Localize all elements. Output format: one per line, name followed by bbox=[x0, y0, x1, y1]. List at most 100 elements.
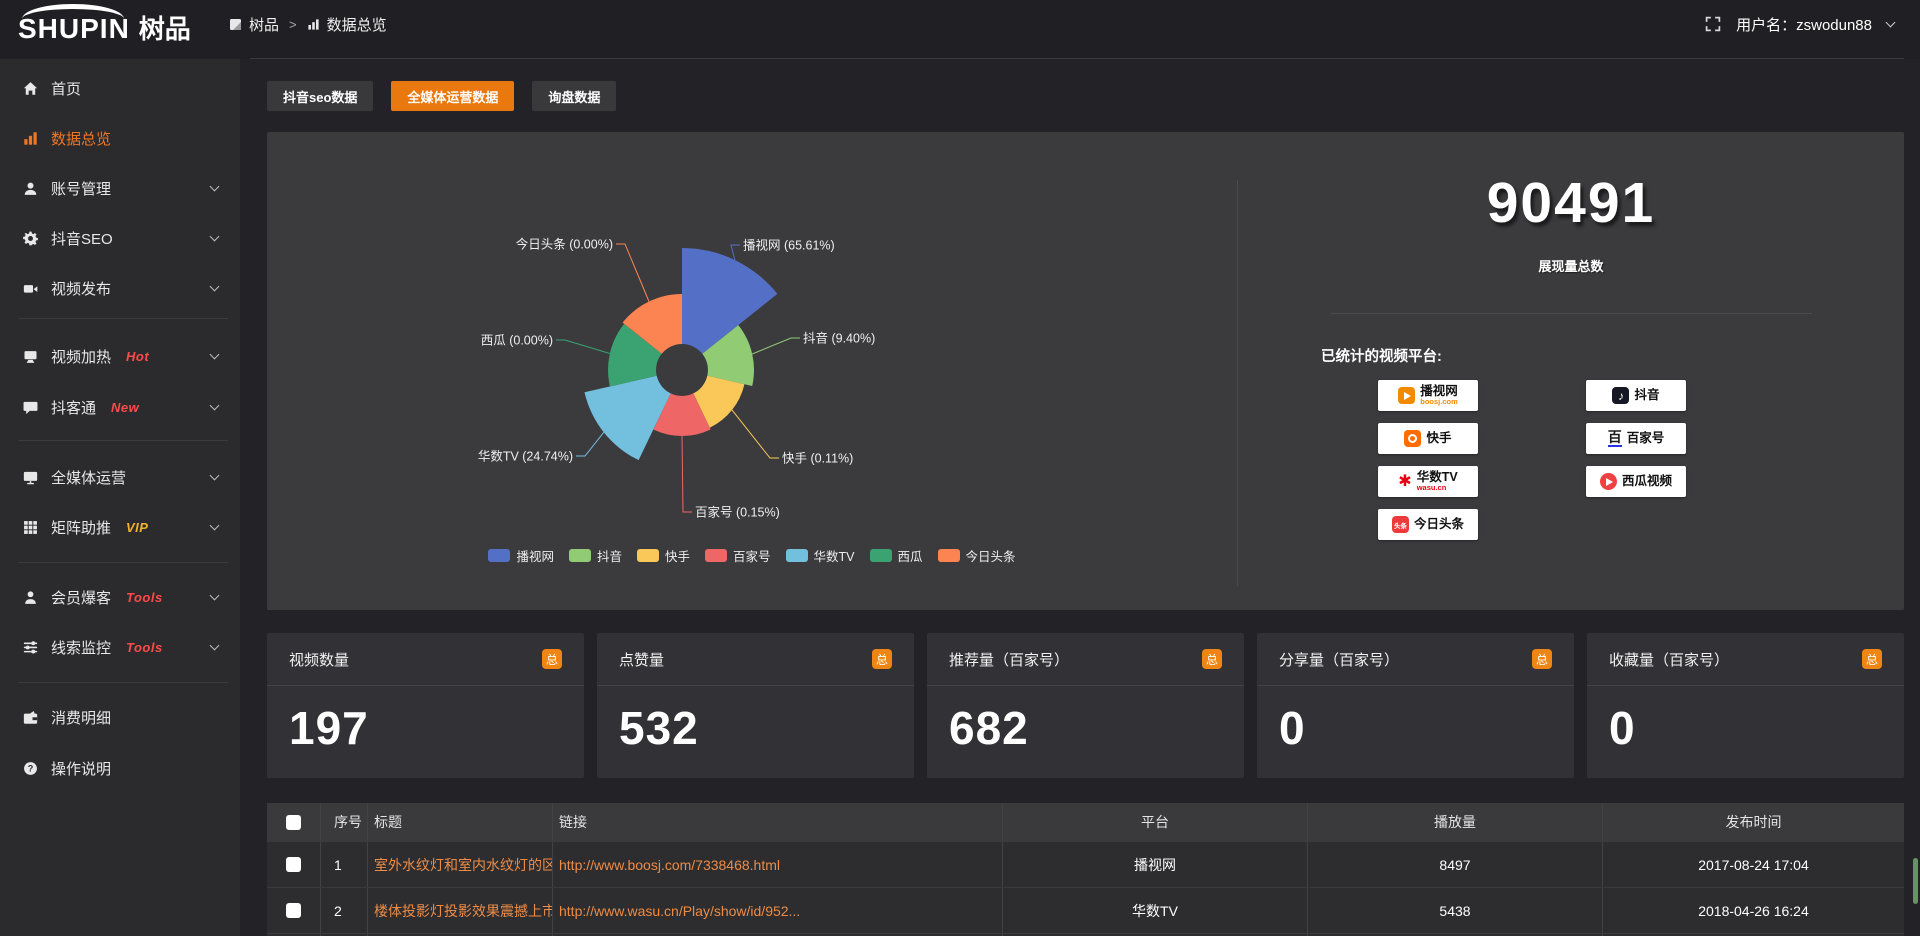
video-title-link[interactable]: 楼体投影灯投影效果震撼上市 bbox=[367, 888, 552, 933]
topbar-divider bbox=[250, 58, 1904, 59]
platform-domain: boosj.com bbox=[1420, 396, 1458, 406]
legend-label: 抖音 bbox=[596, 550, 622, 564]
breadcrumb-root[interactable]: 树品 bbox=[249, 16, 280, 34]
pie-slice-2[interactable] bbox=[693, 375, 745, 428]
sidebar-item-video[interactable]: 视频发布 bbox=[0, 270, 240, 306]
legend-label: 华数TV bbox=[813, 550, 855, 564]
pie-slice-4[interactable] bbox=[584, 375, 671, 461]
sidebar-item-wallet[interactable]: 消费明细 bbox=[0, 699, 240, 735]
legend-item[interactable]: 今日头条 bbox=[937, 546, 1016, 565]
brand-breadcrumb-icon bbox=[229, 18, 242, 31]
total-badge[interactable]: 总 bbox=[1532, 649, 1552, 669]
sidebar-item-label: 抖音SEO bbox=[51, 230, 113, 248]
tab-0[interactable]: 抖音seo数据 bbox=[267, 81, 374, 111]
platform-card-wasu[interactable]: ✱ 华数TV wasu.cn bbox=[1378, 466, 1478, 497]
pie-slice-3[interactable] bbox=[653, 393, 711, 437]
sidebar-item-bar-chart[interactable]: 数据总览 bbox=[0, 120, 240, 156]
legend-label: 今日头条 bbox=[965, 550, 1016, 564]
sidebar-item-monitor[interactable]: 全媒体运营 bbox=[0, 459, 240, 495]
wasu-logo-icon: ✱ bbox=[1398, 472, 1412, 490]
sidebar-item-help[interactable]: ? 操作说明 bbox=[0, 750, 240, 786]
legend-item[interactable]: 播视网 bbox=[488, 546, 554, 565]
legend-item[interactable]: 华数TV bbox=[785, 546, 855, 565]
tab-1[interactable]: 全媒体运营数据 bbox=[391, 81, 515, 111]
total-badge[interactable]: 总 bbox=[542, 649, 562, 669]
fullscreen-icon[interactable] bbox=[1705, 16, 1721, 32]
stat-card-title: 收藏量（百家号） bbox=[1609, 651, 1730, 669]
bar-chart-icon bbox=[24, 131, 37, 145]
kuaishou-logo-icon bbox=[1404, 430, 1422, 447]
baijiahao-logo-icon: 百 bbox=[1607, 429, 1622, 448]
legend-item[interactable]: 抖音 bbox=[568, 546, 622, 565]
platform-card-boosj[interactable]: 播视网 boosj.com bbox=[1378, 380, 1478, 411]
stat-card-header: 点赞量 总 bbox=[597, 633, 914, 686]
table-header-cell: 序号 bbox=[320, 803, 367, 841]
video-url-link[interactable]: http://www.boosj.com/7338468.html bbox=[552, 842, 1002, 887]
sidebar-item-user[interactable]: 账号管理 bbox=[0, 170, 240, 206]
stat-card-3: 分享量（百家号） 总 0 bbox=[1257, 633, 1574, 778]
table-cell: 2018-04-26 16:24 bbox=[1602, 888, 1904, 933]
row-checkbox[interactable] bbox=[286, 857, 301, 872]
sidebar-item-home[interactable]: 首页 bbox=[0, 70, 240, 106]
platform-column-2: ♪ 抖音百百家号西瓜视频 bbox=[1586, 380, 1686, 540]
table-row-partial bbox=[267, 934, 1904, 936]
pie-label-line bbox=[730, 244, 740, 261]
platform-name: 播视网 bbox=[1420, 383, 1458, 398]
pie-label-line bbox=[681, 435, 692, 513]
stat-card-title: 分享量（百家号） bbox=[1279, 651, 1400, 669]
platform-domain: wasu.cn bbox=[1416, 482, 1447, 492]
platform-share-rose-chart: 播视网 (65.61%) 抖音 (9.40%) 快手 (0.11%) 百家号 (0.1… bbox=[478, 237, 875, 520]
video-title-link[interactable]: 室外水纹灯和室内水纹灯的区别和简介 bbox=[367, 842, 552, 887]
platform-card-kuaishou[interactable]: 快手 bbox=[1378, 423, 1478, 454]
sidebar-item-heat[interactable]: 视频加热 Hot bbox=[0, 338, 240, 374]
total-badge[interactable]: 总 bbox=[1202, 649, 1222, 669]
user-chevron-down-icon[interactable] bbox=[1885, 17, 1896, 27]
select-all-checkbox[interactable] bbox=[286, 814, 301, 830]
username[interactable]: 用户名：zswodun88 bbox=[1736, 16, 1872, 34]
sidebar-item-gear[interactable]: 抖音SEO bbox=[0, 220, 240, 256]
breadcrumb-current[interactable]: 数据总览 bbox=[326, 16, 387, 34]
pie-label: 百家号 (0.15%) bbox=[695, 505, 780, 520]
pie-slice-0[interactable] bbox=[682, 248, 778, 354]
play-glyph bbox=[1404, 391, 1412, 400]
pie-label: 华数TV (24.74%) bbox=[478, 449, 573, 464]
breadcrumb: 树品 > 数据总览 bbox=[229, 0, 387, 48]
sidebar-item-member[interactable]: 会员爆客 Tools bbox=[0, 579, 240, 615]
platform-card-baijia[interactable]: 百百家号 bbox=[1586, 423, 1686, 454]
platform-name: 百家号 bbox=[1626, 430, 1665, 445]
app-logo[interactable]: SHUPIN 树品 bbox=[18, 4, 191, 49]
chevron-down-icon bbox=[209, 520, 220, 531]
total-badge[interactable]: 总 bbox=[1862, 649, 1882, 669]
data-tabs: 抖音seo数据 全媒体运营数据 询盘数据 bbox=[267, 81, 617, 111]
stat-card-2: 推荐量（百家号） 总 682 bbox=[927, 633, 1244, 778]
tab-2[interactable]: 询盘数据 bbox=[532, 81, 617, 111]
video-title-link[interactable] bbox=[367, 934, 552, 936]
platform-card-douyin[interactable]: ♪ 抖音 bbox=[1586, 380, 1686, 411]
gear-icon bbox=[23, 231, 38, 245]
stat-card-4: 收藏量（百家号） 总 0 bbox=[1587, 633, 1904, 778]
platform-card-text: 百家号 bbox=[1626, 430, 1665, 445]
table-cell: 华数TV bbox=[1002, 888, 1307, 933]
row-checkbox[interactable] bbox=[286, 903, 301, 918]
scrollbar[interactable] bbox=[1913, 858, 1918, 904]
legend-item[interactable]: 快手 bbox=[636, 546, 690, 565]
video-url-link[interactable] bbox=[552, 934, 1002, 936]
stat-card-value: 682 bbox=[949, 702, 1029, 754]
platform-card-toutiao[interactable]: 头条 今日头条 bbox=[1378, 509, 1478, 540]
platform-card-xigua[interactable]: 西瓜视频 bbox=[1586, 466, 1686, 497]
legend-item[interactable]: 西瓜 bbox=[869, 546, 923, 565]
pie-slice-5[interactable] bbox=[608, 323, 662, 387]
video-url-link[interactable]: http://www.wasu.cn/Play/show/id/952... bbox=[552, 888, 1002, 933]
sidebar-item-grid[interactable]: 矩阵助推 VIP bbox=[0, 509, 240, 545]
legend-swatch bbox=[869, 549, 892, 562]
sidebar-divider bbox=[18, 440, 228, 441]
svg-text:?: ? bbox=[28, 763, 34, 773]
sidebar-item-chat[interactable]: 抖客通 New bbox=[0, 389, 240, 425]
legend-item[interactable]: 百家号 bbox=[705, 546, 771, 565]
total-badge[interactable]: 总 bbox=[872, 649, 892, 669]
pie-slice-1[interactable] bbox=[702, 325, 755, 386]
pie-slice-6[interactable] bbox=[622, 294, 682, 354]
breadcrumb-separator: > bbox=[289, 16, 297, 32]
sidebar-item-sliders[interactable]: 线索监控 Tools bbox=[0, 629, 240, 665]
table-cell bbox=[1002, 934, 1307, 936]
